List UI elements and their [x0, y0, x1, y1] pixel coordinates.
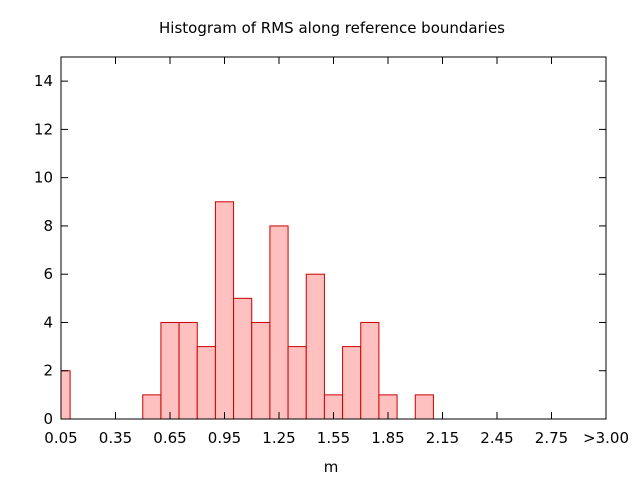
histogram-bar: [142, 394, 162, 420]
histogram-bar: [414, 394, 434, 420]
histogram-bar: [214, 201, 235, 420]
histogram-bar: [178, 321, 198, 420]
y-tick-label: 6: [43, 265, 53, 283]
x-tick-label: 2.15: [426, 429, 459, 447]
plot-border: [60, 56, 607, 420]
x-axis-label: m: [324, 458, 339, 476]
histogram-bar: [287, 346, 307, 420]
histogram-bar: [233, 297, 253, 420]
x-tick-label: 0.65: [153, 429, 186, 447]
y-tick-label: 0: [43, 410, 53, 428]
x-tick-label: 1.85: [371, 429, 404, 447]
x-tick-label: 0.05: [44, 429, 77, 447]
ticks-layer: 0 2 4 6 8 10 12 14 0.05 0.35 0.65 0.95 1.25 1.55 1.85 2…: [34, 57, 629, 447]
chart-title: Histogram of RMS along reference boundar…: [159, 19, 505, 37]
x-tick-label: 0.95: [208, 429, 241, 447]
histogram-bar: [251, 321, 271, 420]
y-tick-label: 14: [34, 72, 53, 90]
x-tick-label: >3.00: [583, 429, 629, 447]
x-tick-label: 0.35: [99, 429, 132, 447]
x-tick-label: 1.55: [317, 429, 350, 447]
histogram-bar: [60, 370, 71, 420]
bars-layer: [60, 201, 434, 420]
histogram-bar: [360, 321, 380, 420]
histogram-bar: [305, 273, 325, 420]
y-tick-label: 8: [43, 217, 53, 235]
x-tick-label: 2.45: [480, 429, 513, 447]
y-tick-label: 4: [43, 313, 53, 331]
histogram-bar: [342, 346, 362, 420]
x-tick-label: 1.25: [262, 429, 295, 447]
histogram-bar: [160, 321, 180, 420]
x-tick-label: 2.75: [535, 429, 568, 447]
y-tick-label: 12: [34, 120, 53, 138]
histogram-bar: [269, 225, 289, 420]
histogram-bar: [196, 346, 216, 420]
y-tick-label: 2: [43, 362, 53, 380]
y-tick-label: 10: [34, 169, 53, 187]
